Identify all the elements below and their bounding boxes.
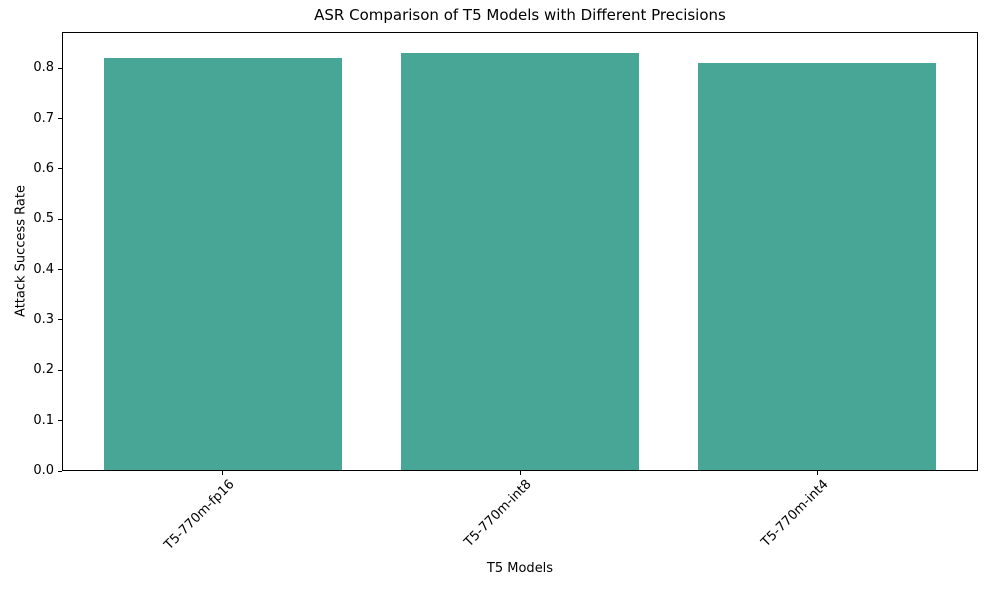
y-tick-label: 0.6 bbox=[33, 160, 54, 176]
x-axis-label: T5 Models bbox=[486, 561, 554, 576]
y-tick-label: 0.5 bbox=[33, 211, 54, 227]
y-tick-mark bbox=[58, 269, 62, 271]
x-tick-mark bbox=[519, 471, 521, 475]
y-tick-mark bbox=[58, 369, 62, 371]
y-tick-mark bbox=[58, 470, 62, 472]
y-tick-label: 0.8 bbox=[33, 60, 54, 76]
y-tick-mark bbox=[58, 168, 62, 170]
chart-title: ASR Comparison of T5 Models with Differe… bbox=[314, 6, 726, 24]
y-tick-label: 0.4 bbox=[33, 261, 54, 277]
y-tick-label: 0.1 bbox=[33, 412, 54, 428]
y-tick-label: 0.3 bbox=[33, 311, 54, 327]
bar-T5-770m-fp16 bbox=[103, 58, 342, 470]
y-tick-mark bbox=[58, 218, 62, 220]
y-tick-mark bbox=[58, 319, 62, 321]
y-tick-label: 0.2 bbox=[33, 362, 54, 378]
bar-T5-770m-int8 bbox=[401, 53, 639, 470]
x-tick-mark bbox=[816, 471, 818, 475]
y-tick-label: 0.0 bbox=[33, 463, 54, 478]
y-tick-mark bbox=[58, 67, 62, 69]
bar-T5-770m-int4 bbox=[698, 63, 937, 470]
y-axis-label: Attack Success Rate bbox=[13, 185, 29, 317]
y-tick-mark bbox=[58, 420, 62, 422]
y-tick-mark bbox=[58, 118, 62, 120]
x-tick-mark bbox=[222, 471, 224, 475]
y-tick-label: 0.7 bbox=[33, 110, 54, 126]
